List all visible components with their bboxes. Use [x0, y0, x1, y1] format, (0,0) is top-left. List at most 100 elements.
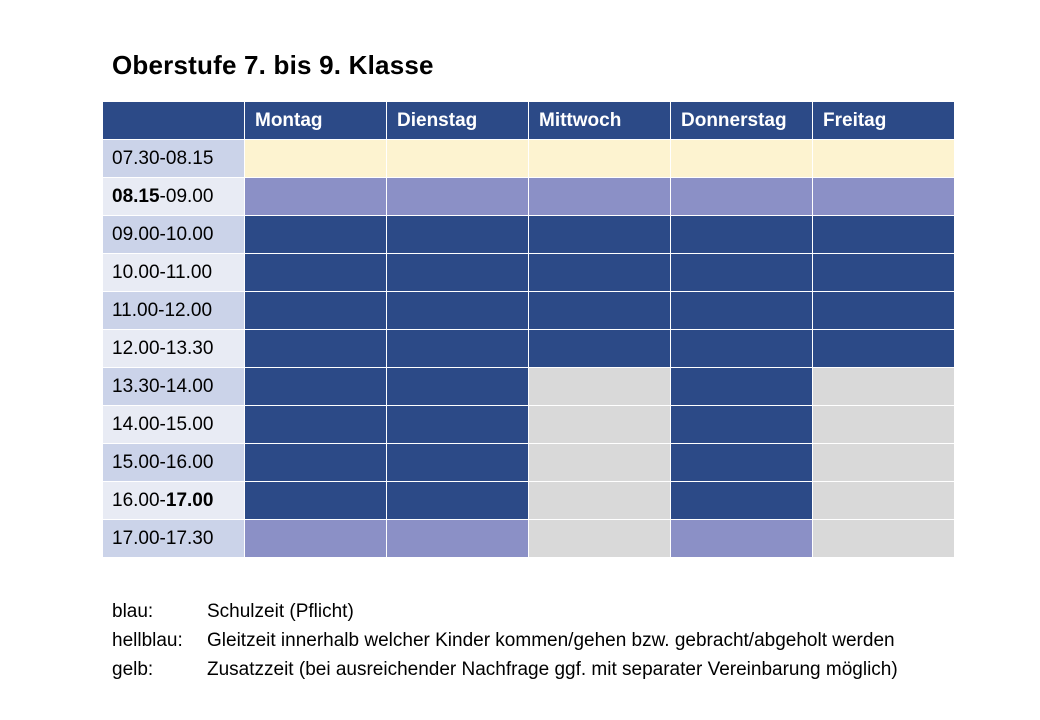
slot-cell-blue	[386, 367, 529, 406]
page-title: Oberstufe 7. bis 9. Klasse	[112, 50, 434, 80]
slot-cell-lightblue	[244, 519, 387, 558]
legend-key: gelb:	[112, 659, 154, 680]
legend-key: hellblau:	[112, 630, 183, 651]
table-row: 11.00-12.00	[102, 291, 955, 330]
slot-cell-blue	[528, 215, 671, 254]
time-slot-cell: 17.00-17.30	[102, 519, 245, 558]
slot-cell-blue	[670, 291, 813, 330]
time-bold-end: 17.00	[165, 489, 214, 511]
slot-cell-blue	[386, 405, 529, 444]
slot-cell-blue	[670, 329, 813, 368]
slot-cell-blue	[244, 253, 387, 292]
slot-cell-lightblue	[244, 177, 387, 216]
slot-cell-gray	[812, 481, 955, 520]
slot-cell-blue	[812, 291, 955, 330]
slot-cell-blue	[670, 443, 813, 482]
slot-cell-lightblue	[386, 519, 529, 558]
slot-cell-blue	[670, 215, 813, 254]
slot-cell-blue	[244, 443, 387, 482]
slot-cell-blue	[386, 481, 529, 520]
slot-cell-gray	[812, 519, 955, 558]
legend-row: gelb: Zusatzzeit (bei ausreichender Nach…	[112, 655, 898, 684]
slot-cell-yellow	[386, 139, 529, 178]
slot-cell-blue	[244, 215, 387, 254]
table-row: 07.30-08.15	[102, 139, 955, 178]
legend-text: Schulzeit (Pflicht)	[207, 601, 354, 622]
time-text: 07.30-08.15	[112, 147, 214, 169]
time-bold-start: 08.15	[112, 185, 160, 207]
legend-text: Gleitzeit innerhalb welcher Kinder komme…	[207, 630, 895, 651]
slot-cell-blue	[386, 329, 529, 368]
schedule-table: Montag Dienstag Mittwoch Donnerstag Frei…	[102, 101, 955, 558]
slot-cell-lightblue	[528, 177, 671, 216]
slot-cell-lightblue	[670, 177, 813, 216]
corner-cell	[102, 101, 245, 140]
time-slot-cell: 10.00-11.00	[102, 253, 245, 292]
slot-cell-gray	[528, 519, 671, 558]
time-text: 17.00-17.30	[112, 527, 214, 549]
day-header: Dienstag	[386, 101, 529, 140]
time-slot-cell: 15.00-16.00	[102, 443, 245, 482]
time-text: 14.00-15.00	[112, 413, 214, 435]
slot-cell-gray	[812, 443, 955, 482]
time-slot-cell: 14.00-15.00	[102, 405, 245, 444]
time-slot-cell: 08.15-09.00	[102, 177, 245, 216]
slot-cell-yellow	[528, 139, 671, 178]
day-header: Freitag	[812, 101, 955, 140]
slot-cell-blue	[812, 215, 955, 254]
legend-row: blau: Schulzeit (Pflicht)	[112, 597, 898, 626]
slot-cell-blue	[670, 253, 813, 292]
slot-cell-blue	[386, 215, 529, 254]
slot-cell-lightblue	[670, 519, 813, 558]
slot-cell-blue	[244, 405, 387, 444]
legend-text: Zusatzzeit (bei ausreichender Nachfrage …	[207, 659, 898, 680]
slot-cell-lightblue	[812, 177, 955, 216]
slot-cell-gray	[528, 481, 671, 520]
day-header: Donnerstag	[670, 101, 813, 140]
slot-cell-blue	[812, 329, 955, 368]
legend-row: hellblau: Gleitzeit innerhalb welcher Ki…	[112, 626, 898, 655]
time-text: 13.30-14.00	[112, 375, 214, 397]
table-row: 16.00-17.00	[102, 481, 955, 520]
legend: blau: Schulzeit (Pflicht) hellblau: Glei…	[112, 597, 898, 684]
slot-cell-blue	[244, 329, 387, 368]
slot-cell-gray	[528, 367, 671, 406]
slot-cell-blue	[386, 291, 529, 330]
slot-cell-blue	[670, 405, 813, 444]
table-row: 17.00-17.30	[102, 519, 955, 558]
slot-cell-blue	[386, 253, 529, 292]
time-slot-cell: 09.00-10.00	[102, 215, 245, 254]
time-text: -09.00	[159, 185, 214, 207]
time-text: 15.00-16.00	[112, 451, 214, 473]
slot-cell-yellow	[812, 139, 955, 178]
slot-cell-blue	[528, 291, 671, 330]
time-slot-cell: 07.30-08.15	[102, 139, 245, 178]
slot-cell-yellow	[670, 139, 813, 178]
slot-cell-blue	[812, 253, 955, 292]
time-slot-cell: 16.00-17.00	[102, 481, 245, 520]
slot-cell-gray	[812, 367, 955, 406]
slot-cell-blue	[528, 329, 671, 368]
slot-cell-gray	[528, 443, 671, 482]
slot-cell-blue	[670, 367, 813, 406]
table-row: 14.00-15.00	[102, 405, 955, 444]
table-row: 15.00-16.00	[102, 443, 955, 482]
schedule-body: 07.30-08.15 08.15-09.00 09.00-10.00 10.00-1…	[102, 139, 955, 558]
table-row: 08.15-09.00	[102, 177, 955, 216]
time-slot-cell: 11.00-12.00	[102, 291, 245, 330]
slot-cell-blue	[670, 481, 813, 520]
time-text: 12.00-13.30	[112, 337, 214, 359]
slot-cell-blue	[528, 253, 671, 292]
table-row: 10.00-11.00	[102, 253, 955, 292]
slot-cell-yellow	[244, 139, 387, 178]
table-row: 09.00-10.00	[102, 215, 955, 254]
slot-cell-blue	[244, 367, 387, 406]
table-row: 13.30-14.00	[102, 367, 955, 406]
time-text: 09.00-10.00	[112, 223, 214, 245]
day-header: Mittwoch	[528, 101, 671, 140]
slot-cell-blue	[244, 291, 387, 330]
slot-cell-gray	[812, 405, 955, 444]
slot-cell-blue	[244, 481, 387, 520]
time-text: 10.00-11.00	[112, 261, 213, 283]
time-slot-cell: 13.30-14.00	[102, 367, 245, 406]
